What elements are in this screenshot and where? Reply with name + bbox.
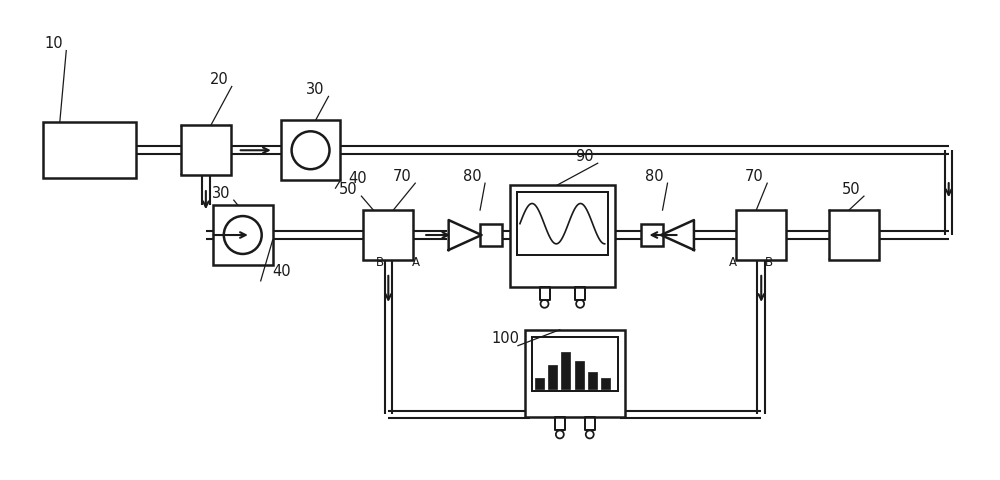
Text: 20: 20	[209, 72, 228, 87]
Bar	[363, 211, 413, 260]
Text: B: B	[765, 255, 773, 268]
Text: 70: 70	[393, 168, 412, 183]
Bar	[641, 225, 663, 246]
Circle shape	[224, 216, 262, 254]
Bar	[510, 186, 615, 287]
Text: 30: 30	[212, 185, 230, 200]
Bar	[43, 123, 136, 179]
Bar	[601, 378, 610, 389]
Polygon shape	[661, 221, 694, 251]
Text: B: B	[376, 255, 384, 268]
Text: 90: 90	[575, 148, 594, 163]
Bar	[535, 378, 544, 389]
Text: 50: 50	[339, 181, 358, 196]
Bar	[575, 361, 584, 389]
Bar	[532, 337, 618, 391]
Bar	[525, 330, 625, 418]
Text: A: A	[412, 255, 420, 268]
Text: 100: 100	[491, 331, 519, 346]
Bar	[517, 193, 608, 256]
Bar	[480, 225, 502, 246]
Circle shape	[541, 300, 549, 308]
Bar	[736, 211, 786, 260]
Text: 70: 70	[745, 168, 764, 183]
Bar	[548, 365, 557, 389]
Bar	[181, 126, 231, 176]
Circle shape	[576, 300, 584, 308]
Bar	[561, 352, 570, 389]
Bar	[588, 372, 597, 389]
Text: 80: 80	[463, 168, 481, 183]
Text: 30: 30	[306, 82, 325, 97]
Text: A: A	[729, 255, 737, 268]
Circle shape	[586, 431, 594, 439]
Circle shape	[292, 132, 329, 170]
Text: 40: 40	[273, 264, 291, 278]
Bar	[213, 205, 273, 265]
Text: 40: 40	[348, 171, 367, 186]
Text: 10: 10	[44, 36, 63, 51]
Bar	[281, 121, 340, 181]
Text: 80: 80	[645, 168, 664, 183]
Circle shape	[556, 431, 564, 439]
Bar	[829, 211, 879, 260]
Polygon shape	[449, 221, 482, 251]
Text: 50: 50	[842, 181, 860, 196]
